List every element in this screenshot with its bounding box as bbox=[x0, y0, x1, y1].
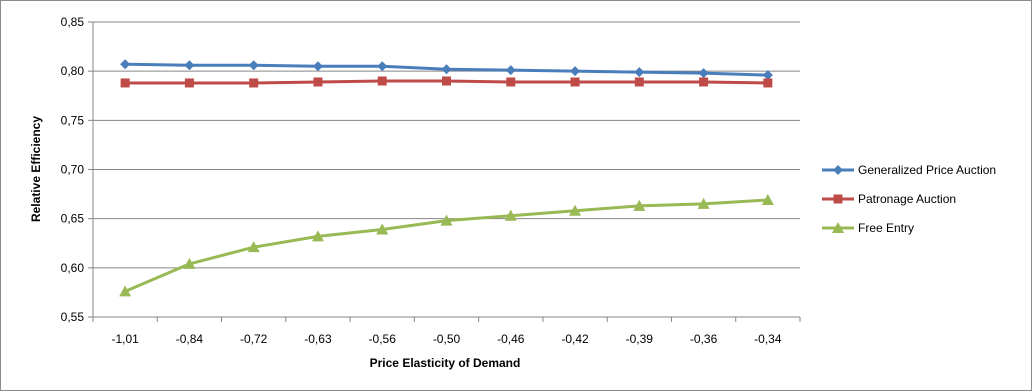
data-point bbox=[120, 78, 130, 88]
y-tick-label: 0,65 bbox=[61, 212, 85, 226]
data-point bbox=[183, 257, 196, 269]
data-point bbox=[120, 59, 131, 70]
data-point bbox=[633, 199, 646, 211]
data-point bbox=[698, 68, 709, 79]
data-point bbox=[634, 77, 644, 87]
legend-marker bbox=[832, 222, 844, 233]
data-point bbox=[184, 78, 194, 88]
x-tick-label: -0,84 bbox=[176, 332, 204, 346]
data-point bbox=[119, 285, 132, 297]
legend-label: Generalized Price Auction bbox=[858, 163, 996, 177]
legend-item: Patronage Auction bbox=[822, 192, 956, 206]
data-point bbox=[762, 70, 773, 81]
x-tick-label: -0,36 bbox=[690, 332, 718, 346]
series-layer bbox=[119, 59, 774, 297]
data-point bbox=[570, 77, 580, 87]
data-point bbox=[377, 76, 387, 86]
x-tick-label: -0,42 bbox=[561, 332, 589, 346]
x-axis-title: Price Elasticity of Demand bbox=[370, 356, 521, 370]
x-tick-label: -0,63 bbox=[304, 332, 332, 346]
series-square bbox=[120, 76, 773, 88]
legend-marker bbox=[833, 165, 843, 175]
data-point bbox=[763, 78, 773, 88]
data-point bbox=[440, 214, 453, 226]
data-point bbox=[504, 209, 517, 221]
data-point bbox=[699, 77, 709, 87]
data-point bbox=[570, 66, 581, 77]
y-tick-label: 0,55 bbox=[61, 310, 85, 324]
y-tick-label: 0,85 bbox=[61, 15, 85, 29]
data-point bbox=[761, 193, 774, 205]
gridlines bbox=[93, 21, 800, 269]
data-point bbox=[569, 204, 582, 216]
legend-item: Generalized Price Auction bbox=[822, 163, 996, 177]
x-tick-label: -1,01 bbox=[111, 332, 139, 346]
data-point bbox=[311, 230, 324, 242]
data-point bbox=[697, 197, 710, 209]
data-point bbox=[312, 61, 323, 72]
x-tick-label: -0,56 bbox=[369, 332, 397, 346]
y-tick-label: 0,60 bbox=[61, 261, 85, 275]
x-tick-label: -0,39 bbox=[626, 332, 654, 346]
tick-labels: 0,55 0,60 0,65 0,70 0,75 0,80 0,85 -1,01 -0,84 -0… bbox=[61, 15, 782, 346]
data-point bbox=[376, 223, 389, 235]
legend-marker bbox=[833, 194, 843, 204]
data-point bbox=[505, 65, 516, 76]
legend-label: Free Entry bbox=[858, 221, 914, 235]
legend: Generalized Price Auction Patronage Aucti… bbox=[822, 163, 996, 235]
y-tick-label: 0,80 bbox=[61, 64, 85, 78]
data-point bbox=[249, 78, 259, 88]
y-axis-title: Relative Efficiency bbox=[29, 116, 43, 222]
data-point bbox=[377, 61, 388, 72]
x-tick-label: -0,34 bbox=[754, 332, 782, 346]
legend-item: Free Entry bbox=[822, 221, 914, 235]
data-point bbox=[247, 241, 260, 253]
data-point bbox=[442, 76, 451, 86]
y-tick-label: 0,75 bbox=[61, 113, 85, 127]
x-tick-label: -0,46 bbox=[497, 332, 525, 346]
y-tick-label: 0,70 bbox=[61, 163, 85, 177]
data-point bbox=[634, 67, 645, 78]
x-tick-label: -0,50 bbox=[433, 332, 461, 346]
data-point bbox=[184, 60, 195, 71]
x-tick-label: -0,72 bbox=[240, 332, 268, 346]
data-point bbox=[248, 60, 259, 71]
axes bbox=[88, 21, 801, 322]
data-point bbox=[313, 77, 323, 87]
data-point bbox=[506, 77, 516, 87]
series-triangle bbox=[119, 193, 774, 297]
series-diamond bbox=[120, 59, 773, 81]
data-point bbox=[441, 64, 452, 75]
series-line bbox=[124, 198, 768, 293]
legend-label: Patronage Auction bbox=[858, 192, 956, 206]
